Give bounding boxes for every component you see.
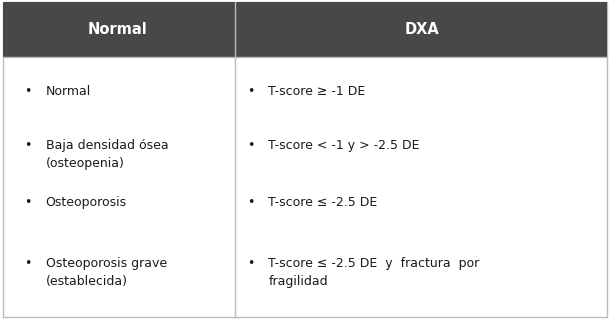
Text: T-score ≤ -2.5 DE: T-score ≤ -2.5 DE	[268, 196, 378, 209]
Text: Normal: Normal	[88, 22, 147, 37]
Text: Osteoporosis grave
(establecida): Osteoporosis grave (establecida)	[46, 257, 167, 288]
Text: T-score < -1 y > -2.5 DE: T-score < -1 y > -2.5 DE	[268, 139, 420, 152]
Text: •: •	[247, 196, 254, 209]
Text: T-score ≤ -2.5 DE  y  fractura  por
fragilidad: T-score ≤ -2.5 DE y fractura por fragili…	[268, 257, 479, 288]
Text: •: •	[247, 257, 254, 270]
Text: Baja densidad ósea
(osteopenia): Baja densidad ósea (osteopenia)	[46, 139, 168, 170]
Text: Normal: Normal	[46, 85, 91, 98]
Bar	[3, 2, 607, 57]
Text: •: •	[247, 139, 254, 152]
Text: •: •	[247, 85, 254, 98]
Text: Osteoporosis: Osteoporosis	[46, 196, 127, 209]
Text: DXA: DXA	[405, 22, 440, 37]
Text: •: •	[24, 196, 32, 209]
Text: •: •	[24, 85, 32, 98]
Text: •: •	[24, 139, 32, 152]
Text: T-score ≥ -1 DE: T-score ≥ -1 DE	[268, 85, 365, 98]
Text: •: •	[24, 257, 32, 270]
